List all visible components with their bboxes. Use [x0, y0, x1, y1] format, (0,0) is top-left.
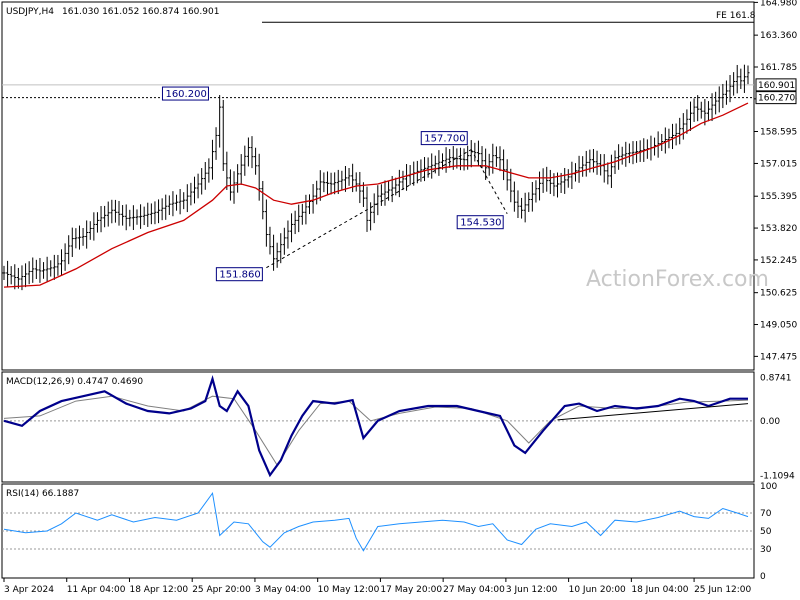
- price-ytick-label: 158.595: [760, 128, 797, 138]
- trendline-dashed: [266, 149, 472, 269]
- annotation-label: 154.530: [460, 218, 501, 229]
- macd-trendline: [557, 403, 749, 421]
- annotation-tag: [456, 215, 504, 230]
- price-ytick-label: 157.015: [760, 159, 797, 169]
- x-tick-label: 11 Apr 04:00: [67, 585, 126, 595]
- macd-ytick-label: 0.8741: [760, 374, 792, 384]
- macd-panel-frame: [1, 371, 755, 483]
- fe-label: FE 161.8: [716, 11, 756, 21]
- macd-ytick-label: 0.00: [760, 417, 780, 427]
- x-tick-label: 17 May 20:00: [380, 585, 442, 595]
- rsi-title: RSI(14) 66.1887: [6, 489, 79, 499]
- rsi-ytick-label: 30: [760, 545, 772, 555]
- macd-series-line: [3, 375, 748, 478]
- x-tick-label: 27 May 04:00: [443, 585, 505, 595]
- annotation-label: 160.200: [165, 89, 206, 100]
- trendline-dashed: [470, 149, 508, 214]
- ohlc-header: 161.030 161.052 160.874 160.901: [62, 7, 219, 17]
- price-ytick-label: 155.395: [760, 192, 797, 202]
- moving-average-line: [3, 102, 749, 288]
- annotation-label: 151.860: [219, 270, 260, 281]
- macd-series-line: [3, 395, 749, 467]
- x-tick-label: 3 Apr 2024: [4, 585, 54, 595]
- x-tick-label: 10 Jun 20:00: [569, 585, 626, 595]
- x-tick-label: 3 May 04:00: [255, 585, 311, 595]
- rsi-ytick-label: 100: [760, 482, 777, 492]
- price-panel-frame: [1, 1, 755, 371]
- rsi-ytick-label: 50: [760, 527, 772, 537]
- x-tick-label: 18 Jun 04:00: [631, 585, 688, 595]
- rsi-ytick-label: 70: [760, 509, 772, 519]
- rsi-ytick-label: 0: [760, 572, 766, 582]
- price-ytick-label: 149.050: [760, 321, 797, 331]
- rsi-series-line: [3, 491, 749, 552]
- annotation-label: 157.700: [424, 134, 465, 145]
- annotation-tag: [215, 267, 263, 282]
- annotation-tag: [161, 86, 209, 101]
- last-price-tag: [755, 78, 797, 92]
- price-ytick-label: 150.625: [760, 289, 797, 299]
- x-tick-label: 10 May 12:00: [318, 585, 380, 595]
- annotation-tag: [420, 131, 468, 146]
- price-ytick-label: 147.475: [760, 352, 797, 362]
- price-title: USDJPY,H4: [6, 7, 54, 17]
- price-ytick-label: 152.245: [760, 256, 797, 266]
- price-ytick-label: 161.785: [760, 63, 797, 73]
- last-price-value: 160.901: [758, 81, 795, 91]
- x-tick-label: 25 Apr 20:00: [192, 585, 251, 595]
- dotted-level-tag: [755, 91, 797, 105]
- price-ytick-label: 153.820: [760, 224, 797, 234]
- x-tick-label: 25 Jun 12:00: [694, 585, 751, 595]
- macd-title: MACD(12,26,9) 0.4747 0.4690: [6, 377, 143, 387]
- dotted-level-value: 160.270: [758, 94, 795, 104]
- macd-ytick-label: -1.1094: [760, 472, 795, 482]
- x-tick-label: 3 Jun 12:00: [506, 585, 558, 595]
- price-ytick-label: 163.360: [760, 31, 797, 41]
- x-tick-label: 18 Apr 12:00: [129, 585, 188, 595]
- watermark: ActionForex.com: [586, 267, 769, 292]
- price-ytick-label: 164.980: [760, 0, 797, 8]
